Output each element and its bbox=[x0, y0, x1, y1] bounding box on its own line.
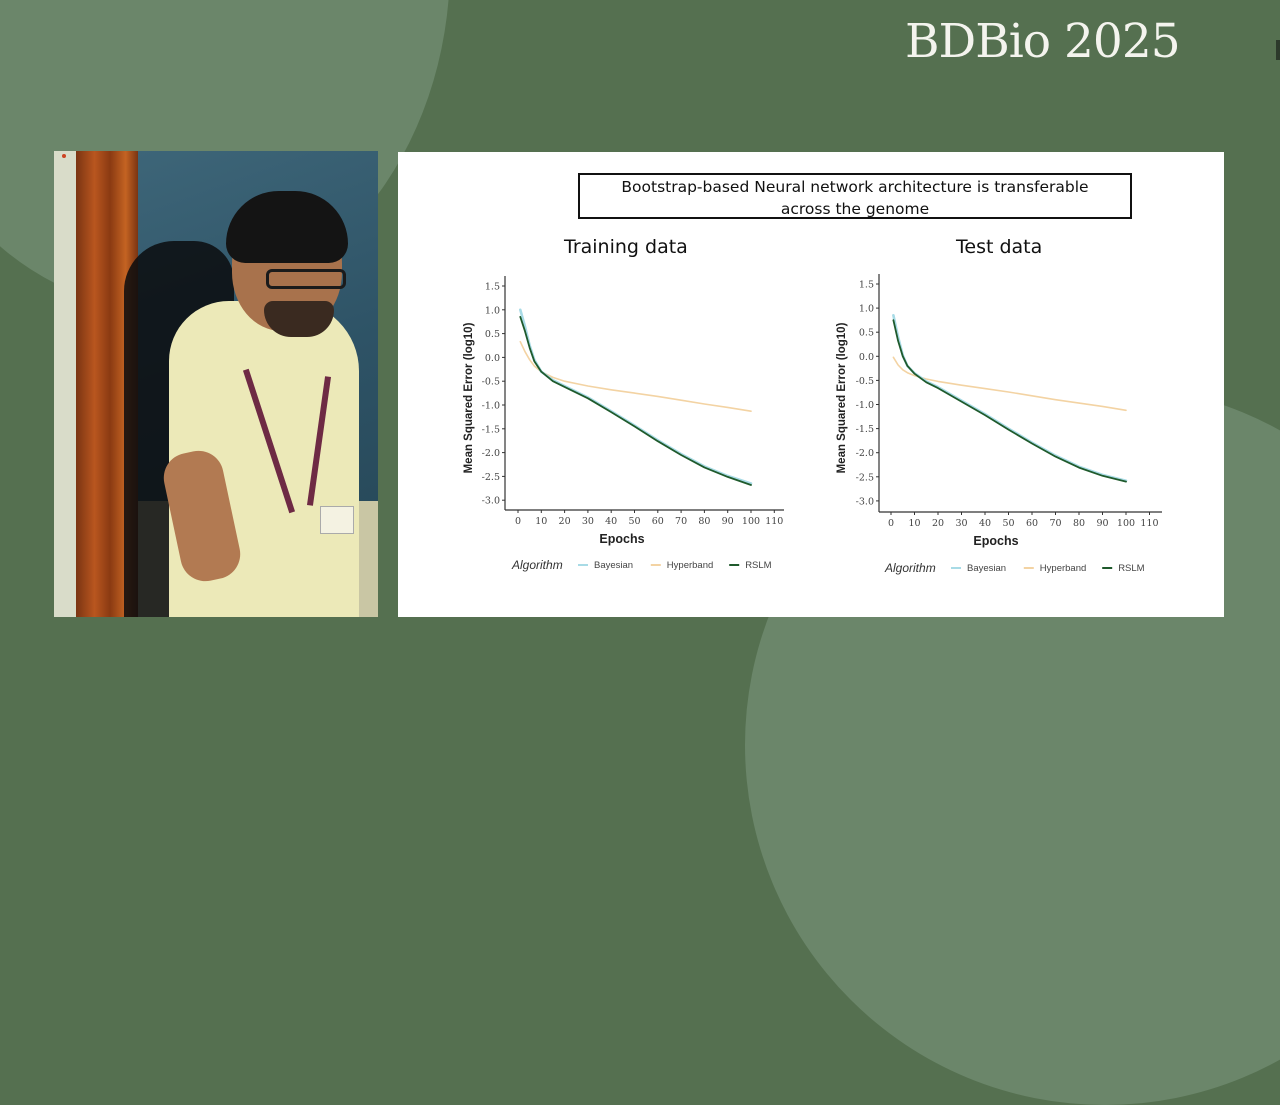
y-tick-label: 1.5 bbox=[859, 280, 874, 291]
legend-label-hyperband: Hyperband bbox=[1040, 563, 1086, 574]
video-red-dot bbox=[62, 154, 66, 158]
y-tick-label: -3.0 bbox=[482, 496, 500, 507]
y-tick-label: 0.0 bbox=[859, 352, 874, 363]
legend-label-bayesian: Bayesian bbox=[594, 560, 633, 571]
x-tick-label: 100 bbox=[742, 516, 760, 527]
x-tick-label: 110 bbox=[765, 516, 783, 527]
legend-label-bayesian: Bayesian bbox=[967, 563, 1006, 574]
video-name-badge bbox=[320, 506, 354, 534]
legend-label-rslm: RSLM bbox=[1118, 563, 1144, 574]
x-tick-label: 90 bbox=[1096, 518, 1108, 529]
legend-title: Algorithm bbox=[884, 561, 936, 575]
video-speaker-beard bbox=[264, 301, 334, 337]
y-axis-label: Mean Squared Error (log10) bbox=[836, 322, 848, 473]
x-tick-label: 90 bbox=[722, 516, 734, 527]
x-tick-label: 50 bbox=[628, 516, 640, 527]
x-tick-label: 0 bbox=[888, 518, 894, 529]
slide-title-line2: across the genome bbox=[780, 200, 930, 218]
series-line-rslm bbox=[519, 315, 752, 486]
legend-title: Algorithm bbox=[511, 558, 563, 572]
x-tick-label: 50 bbox=[1002, 518, 1014, 529]
y-tick-label: 0.0 bbox=[485, 353, 500, 364]
series-line-hyperband bbox=[519, 340, 752, 413]
video-speaker-hair bbox=[226, 191, 348, 263]
y-tick-label: -1.5 bbox=[482, 424, 500, 435]
series-line-rslm bbox=[892, 319, 1127, 483]
x-tick-label: 20 bbox=[559, 516, 571, 527]
presentation-slide: Bootstrap-based Neural network architect… bbox=[398, 152, 1224, 617]
legend-label-hyperband: Hyperband bbox=[667, 560, 713, 571]
y-tick-label: -1.0 bbox=[856, 400, 874, 411]
x-tick-label: 70 bbox=[1049, 518, 1061, 529]
x-tick-label: 30 bbox=[955, 518, 967, 529]
x-tick-label: 30 bbox=[582, 516, 594, 527]
edge-mark bbox=[1276, 40, 1280, 60]
x-tick-label: 70 bbox=[675, 516, 687, 527]
legend-label-rslm: RSLM bbox=[745, 560, 771, 571]
y-tick-label: -2.0 bbox=[856, 448, 874, 459]
x-axis-label: Epochs bbox=[599, 532, 644, 546]
y-tick-label: -2.5 bbox=[482, 472, 500, 483]
x-tick-label: 100 bbox=[1117, 518, 1135, 529]
slide-title-box: Bootstrap-based Neural network architect… bbox=[578, 173, 1132, 219]
test-chart-title: Test data bbox=[956, 236, 1043, 258]
x-tick-label: 10 bbox=[908, 518, 920, 529]
x-tick-label: 40 bbox=[979, 518, 991, 529]
x-tick-label: 40 bbox=[605, 516, 617, 527]
charts-canvas: 1.5 1.0 0.5 0.0 -0.5 -1.0 -1.5 -2.0 -2.5 -3.0 0 10 2… bbox=[463, 274, 1162, 575]
y-tick-label: 1.0 bbox=[859, 304, 874, 315]
x-axis-label: Epochs bbox=[973, 534, 1018, 548]
x-tick-label: 60 bbox=[652, 516, 664, 527]
y-tick-label: 0.5 bbox=[485, 329, 500, 340]
x-tick-label: 0 bbox=[515, 516, 521, 527]
y-tick-label: -0.5 bbox=[856, 376, 874, 387]
speaker-video-feed bbox=[54, 151, 378, 617]
y-tick-label: -3.0 bbox=[856, 496, 874, 507]
event-brand-title: BDBio 2025 bbox=[905, 14, 1181, 69]
y-tick-label: -1.5 bbox=[856, 424, 874, 435]
y-tick-label: -2.0 bbox=[482, 448, 500, 459]
x-tick-label: 10 bbox=[535, 516, 547, 527]
video-wall bbox=[54, 151, 76, 617]
series-line-hyperband bbox=[892, 356, 1127, 412]
video-speaker-glasses bbox=[266, 269, 346, 289]
series-line-bayesian bbox=[892, 314, 1128, 483]
x-tick-label: 20 bbox=[932, 518, 944, 529]
training-chart-title: Training data bbox=[564, 236, 688, 258]
x-tick-label: 80 bbox=[1073, 518, 1085, 529]
y-axis-label: Mean Squared Error (log10) bbox=[463, 322, 475, 473]
slide-title-line1: Bootstrap-based Neural network architect… bbox=[621, 178, 1089, 196]
x-tick-label: 80 bbox=[698, 516, 710, 527]
y-tick-label: 1.0 bbox=[485, 305, 500, 316]
series-line-bayesian bbox=[519, 308, 753, 485]
y-tick-label: -2.5 bbox=[856, 472, 874, 483]
x-tick-label: 60 bbox=[1026, 518, 1038, 529]
x-tick-label: 110 bbox=[1140, 518, 1158, 529]
y-tick-label: 0.5 bbox=[859, 328, 874, 339]
y-tick-label: -0.5 bbox=[482, 377, 500, 388]
y-tick-label: -1.0 bbox=[482, 401, 500, 412]
y-tick-label: 1.5 bbox=[485, 282, 500, 293]
